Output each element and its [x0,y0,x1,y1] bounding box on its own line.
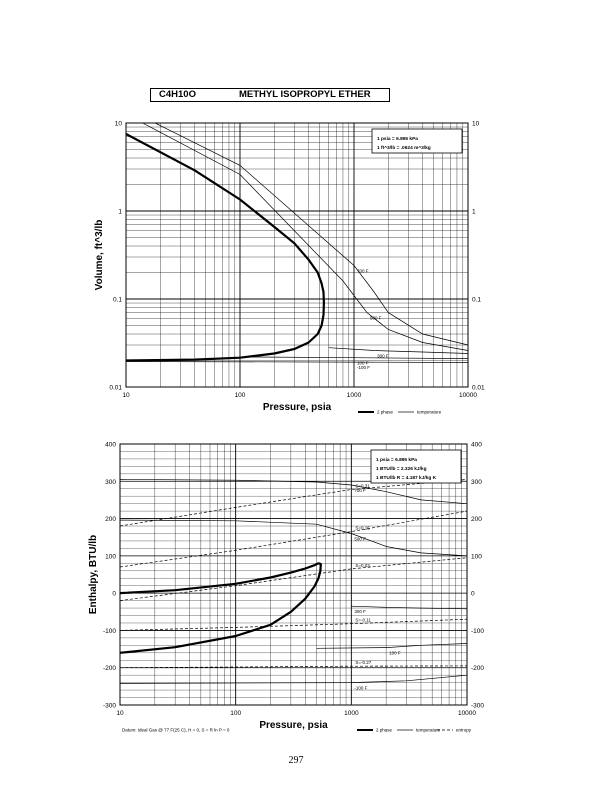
entropy-line [119,665,468,669]
temperature-label: -100 F [357,365,370,370]
y-tick-label: -300 [103,703,116,710]
legend-label: temperature [416,728,441,733]
temperature-label: 100 F [357,361,369,366]
y-axis-label: Enthalpy, BTU/lb [88,535,99,614]
temperature-label: 300 F [377,353,389,358]
temperature-line [125,361,469,363]
y-tick-label: -100 [103,628,116,635]
compound-name: METHYL ISOPROPYL ETHER [239,89,371,100]
x-axis-label: Pressure, psia [259,720,328,731]
conversion-text: 1 BTU/lb = 2.326 kJ/kg [376,466,427,472]
x-tick-label: 10 [116,710,124,717]
x-tick-label: 10000 [459,392,477,399]
y-tick-label-right: 10 [472,121,480,128]
temperature-line [142,122,469,351]
y-tick-label-right: 300 [471,479,482,486]
entropy-label: S=-0.27 [355,660,371,665]
legend-label: entropy [456,728,472,733]
y-tick-label: -200 [103,665,116,672]
y-tick-label-right: 200 [471,516,482,523]
conversion-text: 1 BTU/lb R = 4.187 kJ/kg K [376,475,437,481]
entropy-label: S=0.03 [355,563,370,568]
y-tick-label: 1 [118,209,122,216]
temperature-label: 500 F [370,316,382,321]
y-tick-label-right: 0.01 [472,385,485,392]
y-tick-label: 0.1 [113,297,122,304]
y-tick-label-right: 0.1 [472,297,481,304]
legend-label: 2 phase [377,410,394,415]
legend-label: temperature [417,410,442,415]
temperature-label: 500 F [354,536,366,541]
y-tick-label: 200 [105,516,116,523]
temperature-label: -100 F [354,686,367,691]
temperature-line [351,605,468,610]
temperature-line [239,356,469,359]
volume-chart: 10 100 1000 100000.010.11100.010.1110Pressu… [94,121,485,415]
legend-label: 2 phase [376,728,393,733]
title-box: C4H10O METHYL ISOPROPYL ETHER [150,88,390,102]
y-tick-label-right: -200 [471,665,484,672]
page-number: 297 [288,755,304,766]
temperature-line [316,643,468,649]
conversion-text: 1 psia = 6.895 kPa [377,136,418,142]
y-tick-label-right: 100 [471,553,482,560]
x-tick-label: 100 [230,710,241,717]
temperature-label: 100 F [389,651,401,656]
temperature-line [119,674,468,684]
footnote: Datum: Ideal Gas @ 77 F(25 C), H = 0, S … [122,728,230,733]
conversion-text: 1 ft^3/lb = .0624 m^3/kg [377,145,431,151]
enthalpy-chart: 10 100 1000 10000-300-200-1000100200300400-… [88,442,484,733]
entropy-line [119,510,468,568]
temperature-line [119,479,468,505]
plot-frame [125,122,469,388]
temperature-line [328,347,469,354]
y-tick-label: 100 [105,553,116,560]
temperature-line [119,519,468,557]
two-phase-curve [125,133,325,362]
plot-frame [119,443,468,706]
x-tick-label: 100 [235,392,246,399]
entropy-line [119,557,468,601]
y-tick-label-right: -100 [471,628,484,635]
y-axis-label: Volume, ft^3/lb [94,220,105,291]
entropy-line [119,479,468,527]
entropy-label: S=0.31 [355,483,370,488]
entropy-label: S=-0.11 [355,618,371,623]
compound-formula: C4H10O [159,89,196,100]
temperature-label: 700 F [354,488,366,493]
y-tick-label: 0.01 [109,385,122,392]
y-tick-label-right: 1 [472,209,476,216]
y-tick-label-right: -300 [471,703,484,710]
x-tick-label: 10 [122,392,130,399]
temperature-line [154,122,469,346]
two-phase-curve [119,562,322,654]
y-tick-label: 300 [105,479,116,486]
y-tick-label: 0 [112,591,116,598]
conversion-box [370,449,462,484]
y-tick-label: 10 [115,121,123,128]
y-tick-label-right: 400 [471,442,482,449]
entropy-line [119,618,468,631]
x-tick-label: 1000 [344,710,359,717]
conversion-text: 1 psia = 6.895 kPa [376,457,417,463]
temperature-label: 300 F [354,609,366,614]
y-tick-label-right: 0 [471,591,475,598]
x-tick-label: 10000 [458,710,476,717]
temperature-label: 700 F [357,269,369,274]
conversion-box [371,128,463,154]
entropy-label: S=0.15 [355,526,370,531]
x-tick-label: 1000 [347,392,362,399]
y-tick-label: 400 [105,442,116,449]
x-axis-label: Pressure, psia [263,402,332,413]
